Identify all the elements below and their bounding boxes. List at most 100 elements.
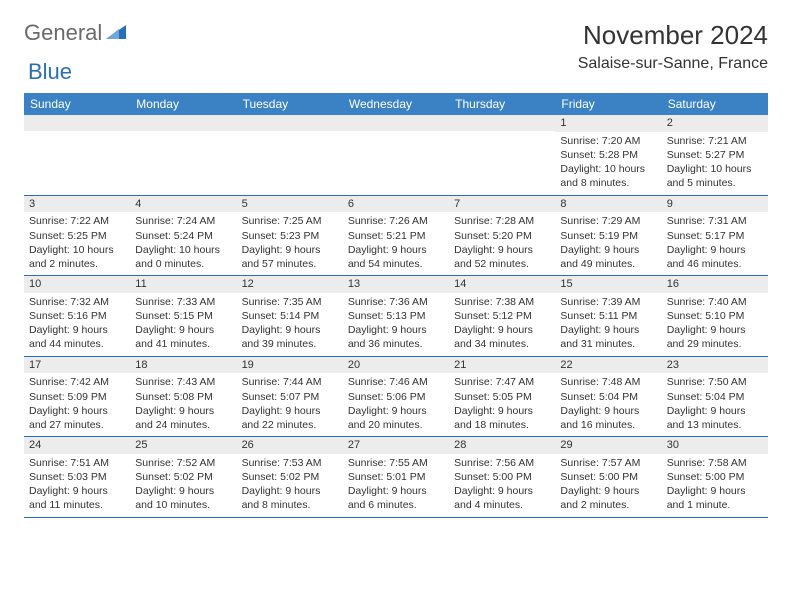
sunrise-text: Sunrise: 7:31 AM bbox=[667, 214, 763, 228]
day-body: Sunrise: 7:35 AMSunset: 5:14 PMDaylight:… bbox=[237, 293, 343, 356]
day-number: 9 bbox=[662, 196, 768, 213]
day-number: 28 bbox=[449, 437, 555, 454]
daylight-text: Daylight: 9 hours and 27 minutes. bbox=[29, 404, 125, 432]
sunrise-text: Sunrise: 7:26 AM bbox=[348, 214, 444, 228]
sunrise-text: Sunrise: 7:51 AM bbox=[29, 456, 125, 470]
week-row: 3Sunrise: 7:22 AMSunset: 5:25 PMDaylight… bbox=[24, 196, 768, 277]
sunset-text: Sunset: 5:07 PM bbox=[242, 390, 338, 404]
sunrise-text: Sunrise: 7:42 AM bbox=[29, 375, 125, 389]
sunset-text: Sunset: 5:00 PM bbox=[560, 470, 656, 484]
day-body: Sunrise: 7:48 AMSunset: 5:04 PMDaylight:… bbox=[555, 373, 661, 436]
day-number: 17 bbox=[24, 357, 130, 374]
sunrise-text: Sunrise: 7:20 AM bbox=[560, 134, 656, 148]
day-cell bbox=[24, 115, 130, 195]
daylight-text: Daylight: 9 hours and 49 minutes. bbox=[560, 243, 656, 271]
day-cell: 6Sunrise: 7:26 AMSunset: 5:21 PMDaylight… bbox=[343, 196, 449, 276]
sunrise-text: Sunrise: 7:52 AM bbox=[135, 456, 231, 470]
sunrise-text: Sunrise: 7:40 AM bbox=[667, 295, 763, 309]
day-number: 8 bbox=[555, 196, 661, 213]
sunset-text: Sunset: 5:25 PM bbox=[29, 229, 125, 243]
sunset-text: Sunset: 5:00 PM bbox=[667, 470, 763, 484]
day-number: 23 bbox=[662, 357, 768, 374]
sunset-text: Sunset: 5:28 PM bbox=[560, 148, 656, 162]
daylight-text: Daylight: 9 hours and 41 minutes. bbox=[135, 323, 231, 351]
day-body: Sunrise: 7:55 AMSunset: 5:01 PMDaylight:… bbox=[343, 454, 449, 517]
day-number: 3 bbox=[24, 196, 130, 213]
day-number: 11 bbox=[130, 276, 236, 293]
sunrise-text: Sunrise: 7:53 AM bbox=[242, 456, 338, 470]
sunrise-text: Sunrise: 7:55 AM bbox=[348, 456, 444, 470]
day-body: Sunrise: 7:46 AMSunset: 5:06 PMDaylight:… bbox=[343, 373, 449, 436]
sunrise-text: Sunrise: 7:57 AM bbox=[560, 456, 656, 470]
daylight-text: Daylight: 9 hours and 2 minutes. bbox=[560, 484, 656, 512]
sunset-text: Sunset: 5:00 PM bbox=[454, 470, 550, 484]
day-body: Sunrise: 7:44 AMSunset: 5:07 PMDaylight:… bbox=[237, 373, 343, 436]
daylight-text: Daylight: 9 hours and 54 minutes. bbox=[348, 243, 444, 271]
day-header-mon: Monday bbox=[130, 93, 236, 115]
day-number: 22 bbox=[555, 357, 661, 374]
sunset-text: Sunset: 5:04 PM bbox=[560, 390, 656, 404]
sunrise-text: Sunrise: 7:56 AM bbox=[454, 456, 550, 470]
day-header-sun: Sunday bbox=[24, 93, 130, 115]
day-number: 19 bbox=[237, 357, 343, 374]
day-number: 2 bbox=[662, 115, 768, 132]
sunrise-text: Sunrise: 7:22 AM bbox=[29, 214, 125, 228]
week-row: 1 Sunrise: 7:20 AMSunset: 5:28 PM Daylight… bbox=[24, 115, 768, 196]
day-number: 4 bbox=[130, 196, 236, 213]
day-cell: 13Sunrise: 7:36 AMSunset: 5:13 PMDayligh… bbox=[343, 276, 449, 356]
sunset-text: Sunset: 5:16 PM bbox=[29, 309, 125, 323]
sunrise-text: Sunrise: 7:33 AM bbox=[135, 295, 231, 309]
day-body: Sunrise: 7:52 AMSunset: 5:02 PMDaylight:… bbox=[130, 454, 236, 517]
day-header-tue: Tuesday bbox=[237, 93, 343, 115]
daylight-text: Daylight: 9 hours and 13 minutes. bbox=[667, 404, 763, 432]
day-cell: 1Sunrise: 7:20 AMSunset: 5:28 PMDaylight… bbox=[555, 115, 661, 195]
day-number bbox=[449, 115, 555, 131]
day-body: Sunrise: 7:21 AMSunset: 5:27 PMDaylight:… bbox=[662, 132, 768, 195]
day-cell bbox=[449, 115, 555, 195]
sunrise-text: Sunrise: 7:35 AM bbox=[242, 295, 338, 309]
sunset-text: Sunset: 5:20 PM bbox=[454, 229, 550, 243]
day-cell bbox=[343, 115, 449, 195]
sunset-text: Sunset: 5:12 PM bbox=[454, 309, 550, 323]
day-body: Sunrise: 7:56 AMSunset: 5:00 PMDaylight:… bbox=[449, 454, 555, 517]
week-row: 10Sunrise: 7:32 AMSunset: 5:16 PMDayligh… bbox=[24, 276, 768, 357]
day-body: Sunrise: 7:22 AMSunset: 5:25 PMDaylight:… bbox=[24, 212, 130, 275]
day-number: 21 bbox=[449, 357, 555, 374]
sunrise-text: Sunrise: 7:39 AM bbox=[560, 295, 656, 309]
daylight-text: Daylight: 9 hours and 29 minutes. bbox=[667, 323, 763, 351]
daylight-text: Daylight: 10 hours and 5 minutes. bbox=[667, 162, 763, 190]
sunset-text: Sunset: 5:06 PM bbox=[348, 390, 444, 404]
day-number: 18 bbox=[130, 357, 236, 374]
daylight-text: Daylight: 9 hours and 10 minutes. bbox=[135, 484, 231, 512]
sunrise-text: Sunrise: 7:50 AM bbox=[667, 375, 763, 389]
day-cell: 15Sunrise: 7:39 AMSunset: 5:11 PMDayligh… bbox=[555, 276, 661, 356]
sunrise-text: Sunrise: 7:28 AM bbox=[454, 214, 550, 228]
daylight-text: Daylight: 10 hours and 0 minutes. bbox=[135, 243, 231, 271]
day-number: 29 bbox=[555, 437, 661, 454]
daylight-text: Daylight: 9 hours and 57 minutes. bbox=[242, 243, 338, 271]
sunrise-text: Sunrise: 7:47 AM bbox=[454, 375, 550, 389]
logo-text-general: General bbox=[24, 20, 102, 46]
day-cell: 25Sunrise: 7:52 AMSunset: 5:02 PMDayligh… bbox=[130, 437, 236, 517]
sunrise-text: Sunrise: 7:43 AM bbox=[135, 375, 231, 389]
day-body: Sunrise: 7:31 AMSunset: 5:17 PMDaylight:… bbox=[662, 212, 768, 275]
sunset-text: Sunset: 5:05 PM bbox=[454, 390, 550, 404]
day-cell: 27Sunrise: 7:55 AMSunset: 5:01 PMDayligh… bbox=[343, 437, 449, 517]
day-cell: 20Sunrise: 7:46 AMSunset: 5:06 PMDayligh… bbox=[343, 357, 449, 437]
day-number: 1 bbox=[555, 115, 661, 132]
day-header-sat: Saturday bbox=[662, 93, 768, 115]
sunset-text: Sunset: 5:02 PM bbox=[242, 470, 338, 484]
day-number: 13 bbox=[343, 276, 449, 293]
day-number: 10 bbox=[24, 276, 130, 293]
day-number: 14 bbox=[449, 276, 555, 293]
day-body: Sunrise: 7:33 AMSunset: 5:15 PMDaylight:… bbox=[130, 293, 236, 356]
logo-triangle-icon bbox=[106, 23, 126, 44]
daylight-text: Daylight: 9 hours and 22 minutes. bbox=[242, 404, 338, 432]
daylight-text: Daylight: 9 hours and 6 minutes. bbox=[348, 484, 444, 512]
day-cell: 5Sunrise: 7:25 AMSunset: 5:23 PMDaylight… bbox=[237, 196, 343, 276]
day-body: Sunrise: 7:28 AMSunset: 5:20 PMDaylight:… bbox=[449, 212, 555, 275]
sunset-text: Sunset: 5:01 PM bbox=[348, 470, 444, 484]
day-number: 25 bbox=[130, 437, 236, 454]
month-title: November 2024 bbox=[578, 20, 768, 51]
sunrise-text: Sunrise: 7:44 AM bbox=[242, 375, 338, 389]
